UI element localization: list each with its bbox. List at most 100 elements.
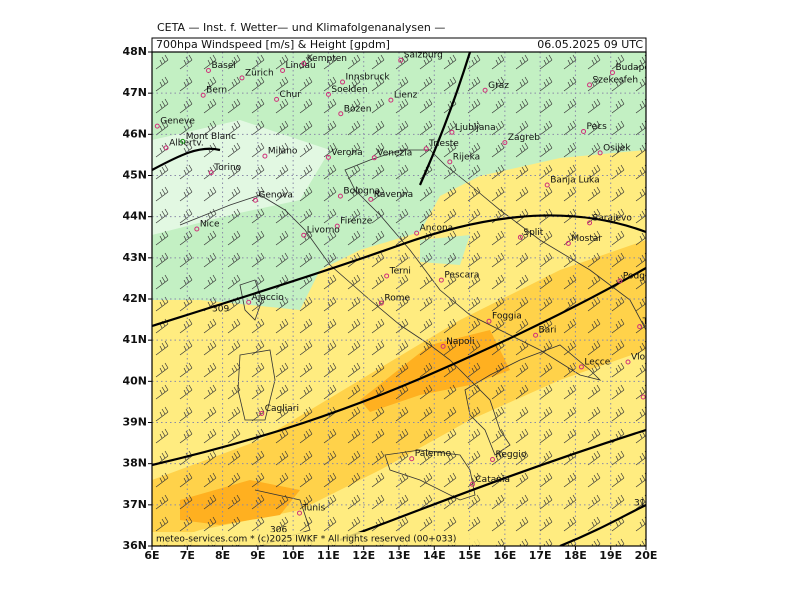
city-label: Vlora	[631, 352, 654, 362]
city-marker	[239, 75, 245, 81]
city-marker	[337, 193, 343, 199]
city-marker	[154, 123, 160, 129]
y-tick-label: 42N	[122, 292, 147, 305]
city-label: Mostar	[571, 234, 602, 244]
city-marker	[581, 128, 587, 134]
y-tick-label: 41N	[122, 333, 147, 346]
city-label: Lecce	[584, 357, 610, 367]
city-label: Cagliari	[265, 404, 299, 414]
city-marker	[180, 138, 186, 144]
contour	[339, 428, 646, 542]
city-label: Chur	[280, 90, 302, 100]
city-label: Zagreb	[508, 133, 540, 143]
city-marker	[274, 96, 280, 102]
city-label: Zürich	[245, 68, 274, 78]
city-marker	[578, 364, 584, 370]
city-label: Foggia	[492, 312, 522, 322]
x-tick-label: 15E	[458, 549, 481, 562]
city-label: Mont Blanc	[186, 132, 236, 142]
city-label: Trieste	[428, 139, 459, 149]
city-label: Soelden	[331, 85, 367, 95]
city-label: Albertv.	[169, 138, 204, 148]
x-tick-label: 18E	[564, 549, 587, 562]
city-marker	[205, 68, 211, 74]
footer-bg	[152, 532, 498, 545]
city-label: Split	[523, 228, 543, 238]
city-label: Reggio	[496, 450, 527, 460]
x-tick-label: 17E	[529, 549, 552, 562]
coastlines	[179, 149, 646, 546]
title: 700hpa Windspeed [m/s] & Height [gpdm]	[156, 38, 390, 51]
city-label: Lienz	[394, 91, 418, 101]
city-label: Livorno	[307, 226, 341, 236]
city-marker	[565, 240, 571, 246]
city-marker	[246, 299, 252, 305]
city-label: Ljubljana	[455, 123, 496, 133]
header: CETA — Inst. f. Wetter— und Klimafolgena…	[157, 21, 445, 34]
city-label: Podgorica	[623, 271, 667, 281]
y-tick-label: 40N	[122, 374, 147, 387]
city-marker	[398, 57, 404, 63]
y-tick-label: 44N	[122, 210, 147, 223]
city-marker	[482, 87, 488, 93]
x-tick-label: 6E	[144, 549, 159, 562]
x-tick-label: 14E	[423, 549, 446, 562]
contour	[418, 52, 472, 186]
city-label: Budapest	[615, 63, 658, 73]
city-label: Graz	[488, 81, 509, 91]
city-marker	[296, 510, 302, 516]
x-tick-label: 20E	[635, 549, 658, 562]
x-tick-label: 12E	[352, 549, 375, 562]
city-marker	[533, 332, 539, 338]
city-label: Bern	[206, 86, 227, 96]
y-tick-label: 36N	[122, 539, 147, 552]
contour-label: 306	[270, 526, 287, 536]
city-marker	[280, 68, 286, 74]
x-tick-label: 13E	[388, 549, 411, 562]
city-marker	[200, 92, 206, 98]
city-label: Szekesfeh	[593, 75, 639, 85]
city-marker	[338, 111, 344, 117]
city-marker	[640, 394, 646, 400]
city-label: Banja Luka	[550, 175, 599, 185]
city-label: Lindau	[286, 61, 316, 71]
city-label: Kempten	[307, 54, 347, 64]
x-tick-label: 9E	[250, 549, 265, 562]
x-tick-label: 7E	[180, 549, 195, 562]
city-label: Bologna	[343, 187, 380, 197]
city-label: Catania	[475, 475, 510, 485]
contour	[559, 504, 646, 546]
x-tick-label: 19E	[599, 549, 622, 562]
contour	[152, 267, 646, 467]
y-tick-label: 39N	[122, 416, 147, 429]
city-marker	[587, 220, 593, 226]
city-marker	[325, 154, 331, 160]
city-marker	[340, 79, 346, 85]
city-label: Korfu	[646, 387, 670, 397]
city-marker	[486, 318, 492, 324]
city-marker	[384, 273, 390, 279]
city-marker	[609, 70, 615, 76]
city-marker	[325, 91, 331, 97]
city-marker	[208, 170, 214, 176]
city-label: Terni	[389, 266, 411, 276]
city-label: Bozen	[344, 104, 372, 114]
city-label: Rome	[384, 294, 410, 304]
y-tick-label: 38N	[122, 457, 147, 470]
contour	[152, 214, 646, 328]
city-label: Firenze	[340, 217, 372, 227]
city-label: Basel	[211, 61, 235, 71]
city-marker	[517, 234, 523, 240]
y-tick-label: 47N	[122, 86, 147, 99]
city-marker	[409, 456, 415, 462]
contour-label: 31	[634, 499, 645, 509]
contour	[152, 147, 221, 171]
city-marker	[259, 410, 265, 416]
city-label: Nice	[200, 220, 220, 230]
city-label: Torino	[213, 163, 241, 173]
city-marker	[449, 129, 455, 135]
city-label: Ancona	[420, 224, 454, 234]
x-tick-label: 11E	[317, 549, 340, 562]
